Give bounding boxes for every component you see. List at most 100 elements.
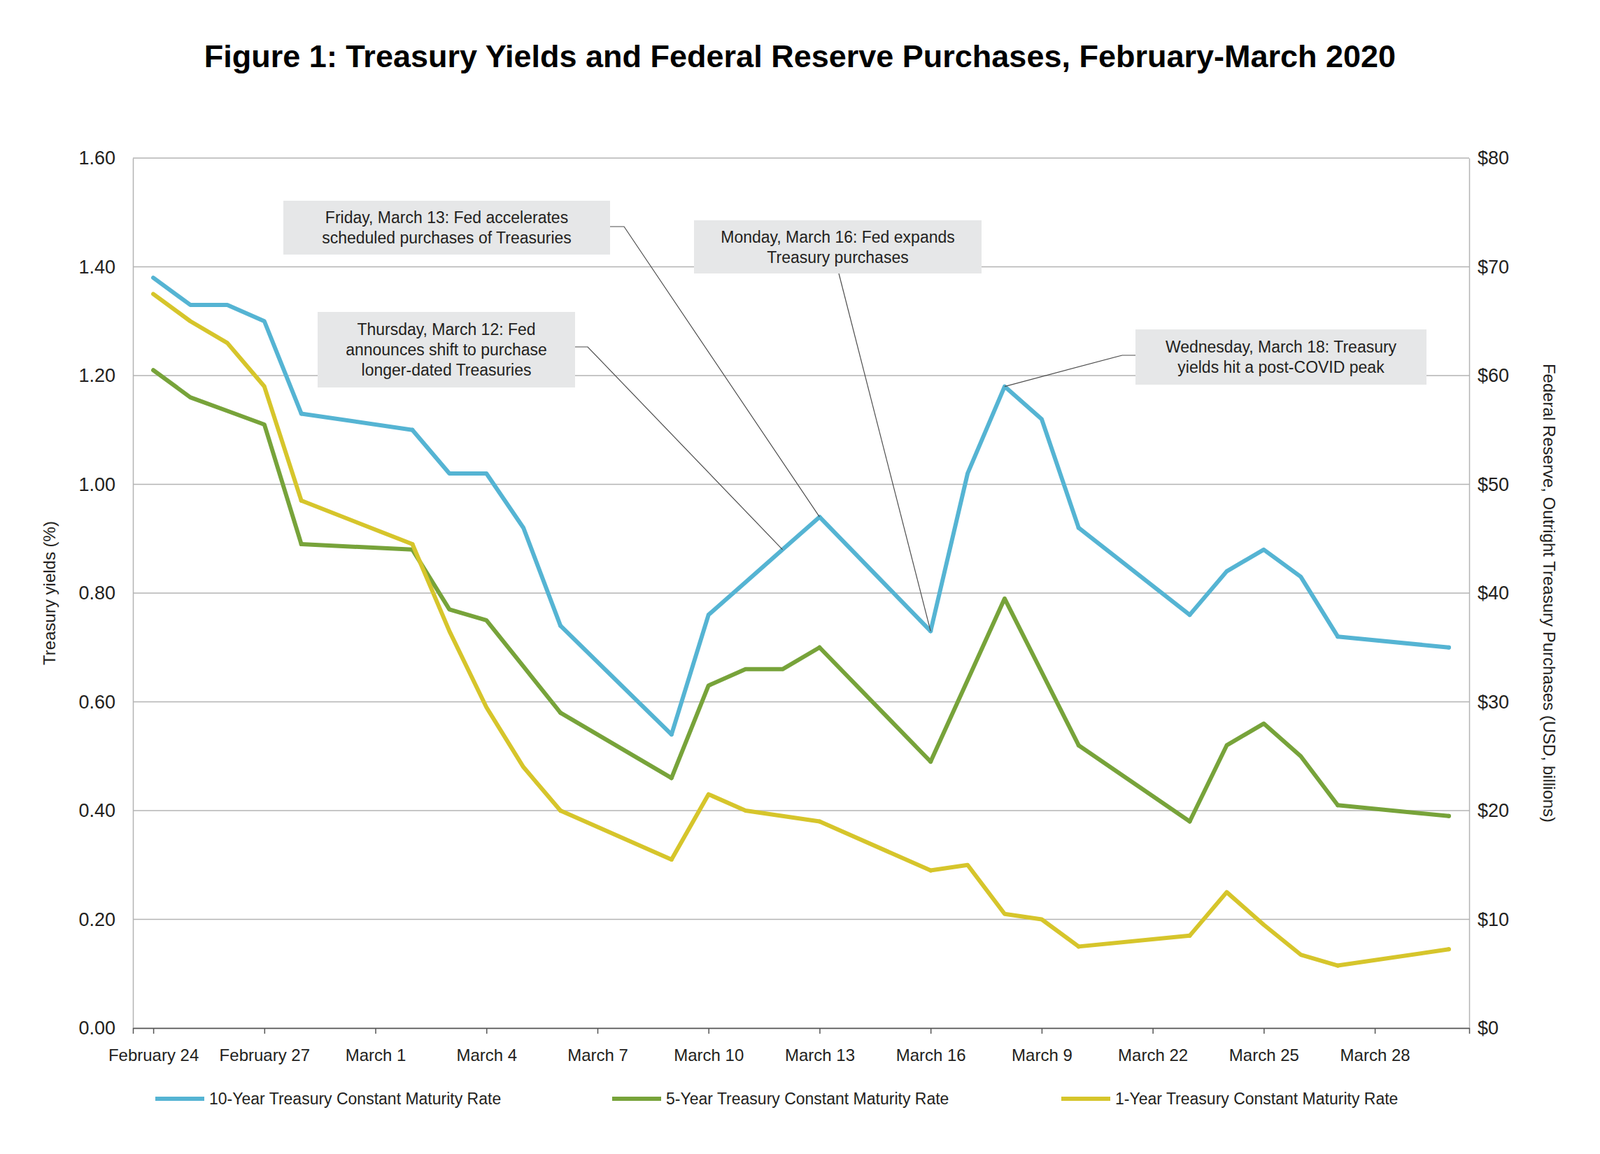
line-bridge (1078, 745, 1191, 823)
y-tick: 0.80 (78, 582, 133, 604)
grid-line (132, 484, 1470, 486)
line-bridge (301, 413, 413, 430)
x-tick-mark (1263, 1028, 1265, 1035)
x-tick: March 28 (1340, 1028, 1411, 1065)
line (930, 386, 1079, 632)
annotation-box (283, 200, 611, 255)
series (153, 370, 1449, 822)
annotation-text: Treasury purchases (766, 248, 909, 267)
x-tick-label: February 27 (219, 1045, 310, 1065)
line-bridge (301, 544, 413, 550)
y-tick: 0.60 (78, 691, 133, 713)
x-tick-label: March 1 (345, 1045, 407, 1065)
x-tick: March 10 (673, 1028, 744, 1065)
x-tick-label: March 7 (567, 1045, 629, 1065)
annotation: Thursday, March 12: Fedannounces shift t… (317, 312, 783, 550)
line-bridge (560, 626, 672, 736)
x-axis-line (133, 1029, 1470, 1035)
x-tick: March 16 (896, 1028, 967, 1065)
line-bridge (819, 647, 931, 762)
y2-tick: $10 (1469, 909, 1510, 931)
line (930, 865, 1079, 948)
y-tick: 1.20 (78, 365, 133, 387)
y2-axis-line (1469, 158, 1471, 1030)
leader-line (575, 347, 783, 550)
y-tick-label: 1.60 (78, 147, 116, 169)
y-tick-label: 0.20 (78, 909, 116, 931)
y2-tick-label: $30 (1477, 691, 1510, 713)
grid-line (132, 157, 1470, 159)
grid-line (132, 919, 1470, 921)
legend-swatch (612, 1096, 662, 1102)
line-bridge (819, 517, 931, 632)
annotation-box (1135, 329, 1427, 385)
chart-svg: Figure 1: Treasury Yields and Federal Re… (0, 0, 1600, 1154)
x-axis: February 24February 27March 1March 4Marc… (108, 1028, 1470, 1065)
y-axis: 0.00 0.20 0.40 0.60 0.80 1.00 1.20 1.40 1.60 (78, 147, 133, 1039)
line (930, 598, 1079, 762)
x-tick-label: March 22 (1117, 1045, 1188, 1065)
y2-tick: $20 (1469, 800, 1510, 822)
x-tick-label: March 28 (1340, 1045, 1411, 1065)
y-axis-line (132, 158, 135, 1030)
y-tick-label: 0.00 (78, 1017, 116, 1039)
y2-tick-label: $0 (1477, 1017, 1499, 1039)
annotation-text: Wednesday, March 18: Treasury (1165, 337, 1398, 357)
grid-line (132, 701, 1470, 704)
y-tick: 0.20 (78, 909, 133, 931)
leader-line (1004, 355, 1136, 387)
y2-tick-label: $80 (1477, 147, 1510, 169)
line-bridge (1337, 805, 1449, 817)
y2-tick-label: $20 (1477, 800, 1510, 822)
y-tick: 1.40 (78, 256, 133, 278)
x-tick-mark (597, 1028, 599, 1035)
y2-axis-title: Federal Reserve, Outright Treasury Purch… (1539, 363, 1559, 823)
annotation-text: scheduled purchases of Treasuries (321, 228, 572, 247)
y-tick: 1.60 (78, 147, 133, 169)
annotation: Monday, March 16: Fed expandsTreasury pu… (694, 220, 982, 632)
line (153, 293, 302, 501)
line-bridge (560, 712, 672, 778)
x-tick-label: March 9 (1011, 1045, 1073, 1065)
y2-tick: $30 (1469, 691, 1510, 713)
line (1190, 892, 1339, 967)
line (1190, 549, 1339, 637)
y2-axis: $0$10$20$30$40$50$60$70$80 (1469, 147, 1510, 1039)
legend-swatch (1061, 1096, 1111, 1102)
y2-tick: $0 (1469, 1017, 1499, 1039)
x-tick-mark (486, 1028, 488, 1035)
line (671, 647, 820, 779)
legend-swatch (155, 1096, 205, 1102)
x-tick-mark (153, 1028, 155, 1035)
x-tick: February 27 (219, 1028, 310, 1065)
y2-tick-label: $70 (1477, 256, 1510, 278)
y2-tick-label: $10 (1477, 909, 1510, 931)
legend: 10-Year Treasury Constant Maturity Rate5… (155, 1089, 1398, 1109)
y-tick: 0.00 (78, 1017, 133, 1039)
y-tick-label: 1.20 (78, 365, 116, 387)
x-tick: March 7 (567, 1028, 629, 1065)
plot-area (153, 277, 1449, 967)
x-tick-mark (1041, 1028, 1044, 1035)
line (412, 544, 561, 811)
line (412, 549, 561, 713)
line-bridge (1337, 949, 1449, 966)
x-tick: March 9 (1011, 1028, 1073, 1065)
chart-title: Figure 1: Treasury Yields and Federal Re… (204, 38, 1396, 75)
y-tick: 0.40 (78, 800, 133, 822)
x-tick-label: March 25 (1229, 1045, 1300, 1065)
x-tick-mark (374, 1028, 377, 1035)
x-tick-mark (1374, 1028, 1377, 1035)
y2-tick-label: $40 (1477, 582, 1510, 604)
grid (132, 158, 1470, 1029)
x-tick-mark (930, 1028, 932, 1035)
y2-tick: $70 (1469, 256, 1510, 278)
y-tick: 1.00 (78, 474, 133, 496)
y-tick-label: 1.00 (78, 474, 116, 496)
x-tick-mark (708, 1028, 710, 1035)
line-bridge (819, 822, 931, 872)
y-axis-title: Treasury yields (%) (39, 521, 59, 666)
leader-line (838, 273, 931, 632)
annotations: Friday, March 13: Fed acceleratesschedul… (283, 200, 1427, 632)
y2-tick-label: $60 (1477, 365, 1510, 387)
